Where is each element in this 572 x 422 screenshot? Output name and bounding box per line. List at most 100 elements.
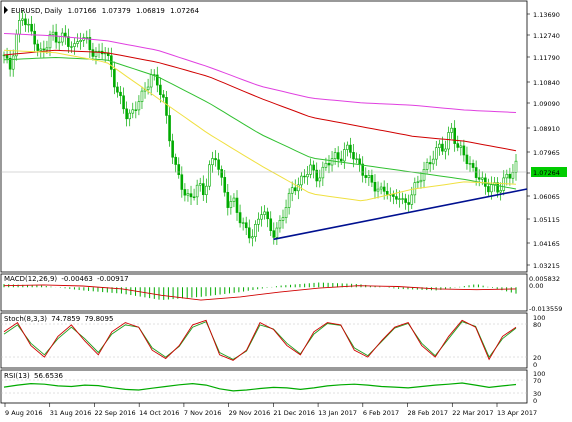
candle-body [165, 97, 168, 116]
candle-body [312, 164, 315, 171]
macd-histogram [3, 282, 517, 300]
stoch-tick-label: 80 [533, 321, 541, 329]
candle-body [110, 55, 113, 70]
candle-body [511, 172, 515, 179]
symbol-name: EURUSD [11, 7, 40, 15]
price-tick-label: 1.10840 [533, 79, 560, 87]
candle-body [18, 20, 21, 35]
macd-panel-frame [0, 273, 528, 312]
rsi-name: RSI(13) [4, 372, 30, 380]
symbol-label: EURUSD, Daily 1.07166 1.07379 1.06819 1.0… [11, 7, 200, 15]
candle-body [217, 159, 220, 170]
candle-body [116, 86, 119, 93]
candle-body [174, 156, 177, 165]
timeframe-name: Daily [45, 7, 63, 15]
candle-body [422, 169, 426, 181]
stoch-readout-main: 74.7859 [51, 315, 80, 323]
candle-body [401, 198, 404, 200]
candle-body [244, 222, 248, 229]
candle-body [33, 30, 36, 45]
candle-body [428, 162, 432, 165]
candle-body [201, 183, 205, 196]
candle-body [434, 147, 438, 160]
x-tick-label: 9 Aug 2016 [5, 409, 43, 417]
collapse-arrow-icon[interactable] [4, 6, 8, 14]
candle-body [177, 164, 181, 176]
trendline[interactable] [273, 188, 528, 241]
candle-body [275, 227, 279, 238]
x-tick-label: 13 Jan 2017 [318, 409, 357, 417]
candle-body [266, 211, 269, 220]
candle-body [70, 46, 73, 48]
candle-body [361, 163, 365, 176]
candle-body [64, 32, 67, 37]
candle-body [407, 202, 410, 205]
x-tick-label: 14 Oct 2016 [139, 409, 179, 417]
candle-body [229, 201, 233, 208]
x-tick-label: 21 Dec 2016 [273, 409, 315, 417]
candle-body [269, 218, 273, 231]
candle-body [293, 187, 297, 192]
candle-body [370, 175, 374, 183]
candle-body [281, 217, 285, 221]
candle-body [385, 191, 389, 195]
price-tick-label: 1.13690 [533, 11, 560, 19]
candle-body [441, 143, 444, 152]
candle-body [140, 90, 144, 102]
candle-body [484, 177, 487, 187]
candle-body [300, 175, 303, 186]
candle-body [287, 192, 291, 208]
candle-body [404, 198, 407, 203]
candle-body [113, 69, 116, 88]
candle-body [241, 222, 245, 224]
candle-body [251, 236, 254, 239]
candle-body [431, 158, 435, 165]
ohlc-high: 1.07379 [102, 7, 131, 15]
candle-body [30, 23, 33, 32]
candle-body [39, 48, 43, 51]
price-candles [2, 10, 518, 247]
moving-average-line [3, 33, 517, 113]
candle-body [171, 140, 174, 158]
candle-body [85, 37, 89, 39]
macd-tick-label: 0.005832 [529, 275, 560, 283]
candle-body [137, 101, 141, 111]
candle-body [24, 18, 27, 26]
candle-body [505, 173, 509, 179]
candle-body [349, 144, 352, 153]
candle-body [379, 186, 383, 190]
price-tick-label: 1.09090 [533, 100, 560, 108]
candle-body [327, 162, 331, 166]
candle-body [149, 74, 153, 88]
x-tick-label: 22 Sep 2016 [94, 409, 135, 417]
candle-body [189, 193, 193, 198]
candle-body [60, 32, 64, 43]
candle-body [450, 127, 453, 133]
x-tick-label: 28 Feb 2017 [408, 409, 448, 417]
moving-average-line [3, 49, 517, 202]
candle-body [318, 177, 322, 182]
candle-body [477, 177, 481, 180]
candle-body [376, 188, 380, 192]
stoch-panel-frame [0, 312, 528, 369]
candle-body [14, 33, 18, 57]
current-price-tag-bg [531, 167, 567, 177]
candle-body [180, 174, 184, 190]
candle-body [223, 177, 227, 193]
candle-body [159, 84, 162, 95]
price-tick-label: 1.12740 [533, 32, 560, 40]
current-price-tag: 1.07264 [531, 167, 567, 177]
macd-tick-label: 0.00 [529, 282, 543, 290]
current-price-value: 1.07264 [533, 169, 560, 177]
macd-name: MACD(12,26,9) [4, 275, 57, 283]
macd-readout-main: -0.00463 [61, 275, 92, 283]
candle-body [333, 152, 337, 160]
candle-body [134, 109, 138, 111]
candle-body [257, 218, 260, 225]
candle-body [324, 162, 328, 168]
stoch-tick-label: 100 [533, 314, 545, 322]
stoch-tick-label: 0 [533, 361, 537, 369]
